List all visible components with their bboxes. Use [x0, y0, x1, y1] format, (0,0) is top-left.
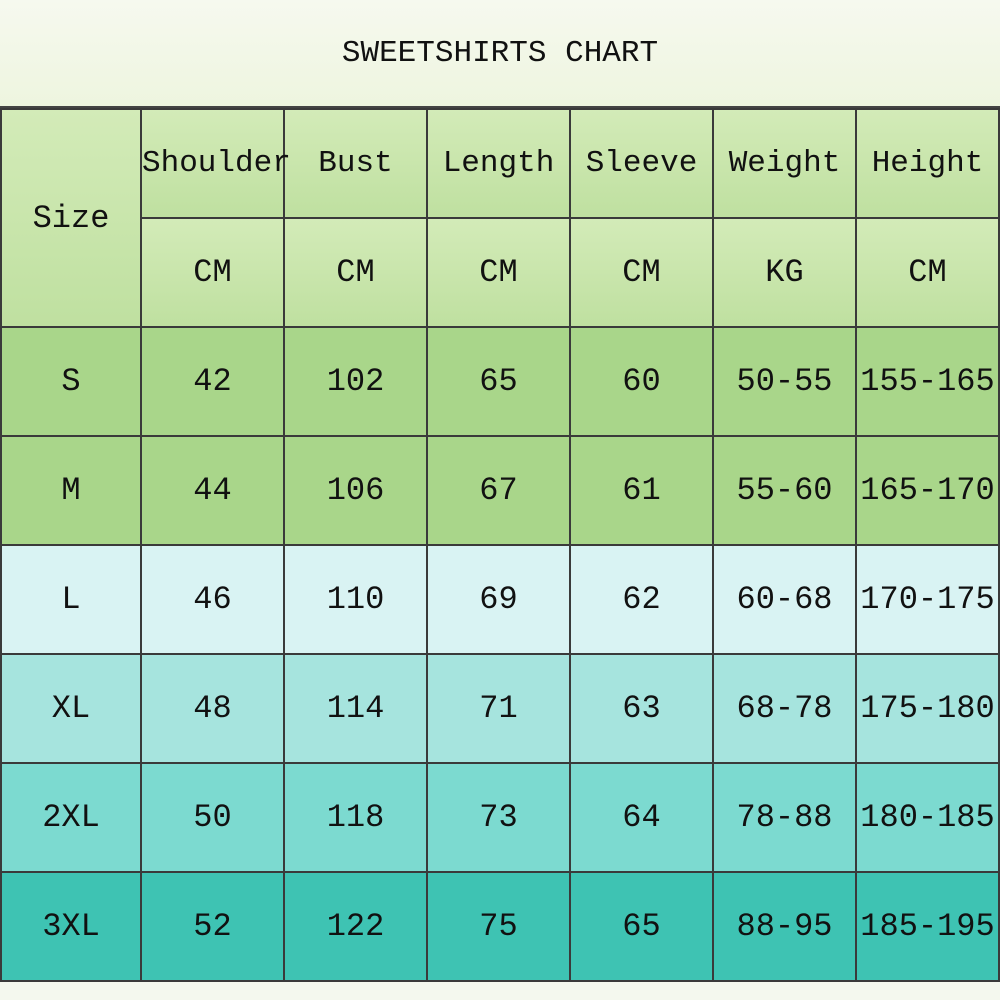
value-cell: 118	[283, 762, 428, 873]
value-cell: 122	[283, 871, 428, 982]
column-header: Height	[855, 108, 1000, 219]
value-cell: 46	[140, 544, 285, 655]
column-unit: KG	[712, 217, 857, 328]
table-row: XL 48 114 71 63 68-78 175-180	[0, 653, 1000, 764]
value-cell: 170-175	[855, 544, 1000, 655]
size-cell: M	[0, 435, 142, 546]
column-unit: CM	[855, 217, 1000, 328]
header-row-units: CM CM CM CM KG CM	[1, 217, 1000, 328]
value-cell: 60	[569, 326, 714, 437]
column-unit: CM	[140, 217, 285, 328]
table-row: M 44 106 67 61 55-60 165-170	[0, 435, 1000, 546]
value-cell: 52	[140, 871, 285, 982]
value-cell: 55-60	[712, 435, 857, 546]
value-cell: 65	[426, 326, 571, 437]
column-header: Shoulder	[140, 108, 291, 219]
table-row: 2XL 50 118 73 64 78-88 180-185	[0, 762, 1000, 873]
value-cell: 64	[569, 762, 714, 873]
value-cell: 175-180	[855, 653, 1000, 764]
value-cell: 69	[426, 544, 571, 655]
value-cell: 68-78	[712, 653, 857, 764]
value-cell: 165-170	[855, 435, 1000, 546]
value-cell: 110	[283, 544, 428, 655]
column-header: Weight	[712, 108, 857, 219]
value-cell: 180-185	[855, 762, 1000, 873]
column-header: Sleeve	[569, 108, 714, 219]
value-cell: 63	[569, 653, 714, 764]
size-cell: XL	[0, 653, 142, 764]
value-cell: 62	[569, 544, 714, 655]
size-header: Size	[0, 108, 142, 328]
value-cell: 67	[426, 435, 571, 546]
value-cell: 48	[140, 653, 285, 764]
value-cell: 78-88	[712, 762, 857, 873]
column-unit: CM	[283, 217, 428, 328]
size-cell: 2XL	[0, 762, 142, 873]
size-cell: L	[0, 544, 142, 655]
value-cell: 102	[283, 326, 428, 437]
value-cell: 50-55	[712, 326, 857, 437]
size-cell: 3XL	[0, 871, 142, 982]
table-row: L 46 110 69 62 60-68 170-175	[0, 544, 1000, 655]
value-cell: 71	[426, 653, 571, 764]
value-cell: 114	[283, 653, 428, 764]
value-cell: 73	[426, 762, 571, 873]
column-unit: CM	[426, 217, 571, 328]
column-header: Length	[426, 108, 571, 219]
value-cell: 60-68	[712, 544, 857, 655]
value-cell: 42	[140, 326, 285, 437]
header-row-names: Size Shoulder Bust Length Sleeve Weight Heigh…	[0, 108, 1000, 328]
chart-title: SWEETSHIRTS CHART	[0, 0, 1000, 108]
value-cell: 44	[140, 435, 285, 546]
value-cell: 75	[426, 871, 571, 982]
value-cell: 61	[569, 435, 714, 546]
value-cell: 88-95	[712, 871, 857, 982]
value-cell: 155-165	[855, 326, 1000, 437]
value-cell: 65	[569, 871, 714, 982]
value-cell: 50	[140, 762, 285, 873]
column-header: Bust	[283, 108, 428, 219]
size-cell: S	[0, 326, 142, 437]
size-table: Size Shoulder Bust Length Sleeve Weight Heigh…	[0, 108, 1000, 982]
value-cell: 185-195	[855, 871, 1000, 982]
value-cell: 106	[283, 435, 428, 546]
column-unit: CM	[569, 217, 714, 328]
table-row: S 42 102 65 60 50-55 155-165	[0, 326, 1000, 437]
table-row: 3XL 52 122 75 65 88-95 185-195	[0, 871, 1000, 982]
